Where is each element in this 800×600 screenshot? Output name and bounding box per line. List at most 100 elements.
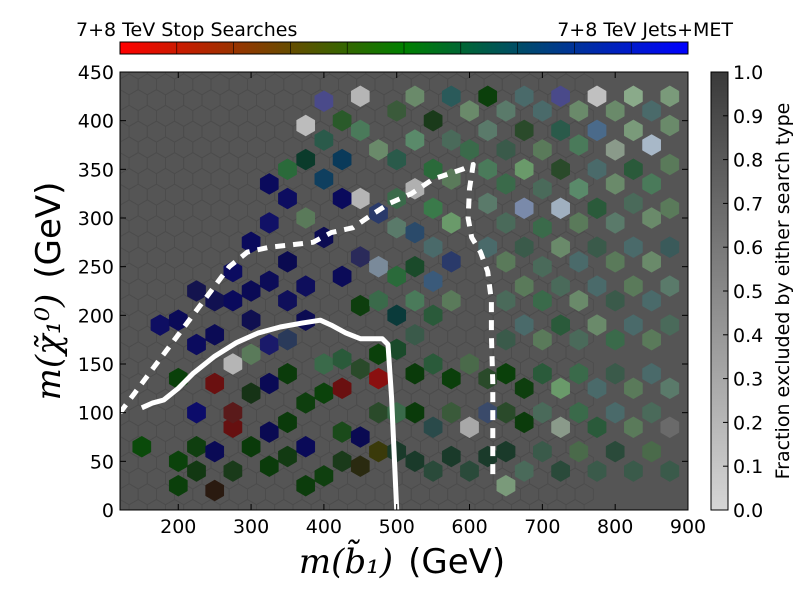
data-hex — [605, 173, 625, 195]
data-hex — [605, 289, 625, 312]
data-hex — [423, 460, 443, 482]
grid-hex — [383, 72, 403, 80]
grid-hex — [237, 72, 257, 80]
grid-hex — [102, 42, 120, 63]
data-hex — [496, 212, 516, 234]
y-tick-label: 450 — [78, 62, 114, 84]
data-hex — [551, 314, 570, 336]
data-hex — [496, 100, 516, 122]
data-hex — [533, 178, 552, 200]
data-hex — [533, 328, 552, 351]
data-hex — [441, 401, 461, 424]
data-hex — [660, 275, 680, 297]
data-hex — [387, 304, 407, 327]
data-hex — [168, 450, 188, 473]
grid-hex — [328, 72, 349, 80]
data-hex — [259, 212, 279, 234]
grid-hex — [102, 137, 120, 158]
y-axis-title: m(χ̃₁⁰) (GeV) — [29, 182, 69, 401]
grid-hex — [93, 184, 111, 205]
data-hex — [332, 109, 352, 132]
data-hex — [259, 173, 279, 195]
data-hex — [642, 289, 661, 312]
grid-hex — [146, 72, 166, 80]
data-hex — [168, 309, 188, 331]
data-hex — [569, 289, 589, 312]
data-hex — [332, 421, 352, 443]
data-hex — [587, 275, 607, 297]
data-hex — [296, 435, 316, 458]
data-hex — [423, 236, 443, 258]
data-hex — [642, 328, 661, 351]
data-hex — [405, 129, 425, 151]
colorbar-title: Fraction excluded by either search type — [772, 103, 794, 480]
data-hex — [460, 139, 479, 161]
data-hex — [423, 353, 443, 375]
data-hex — [551, 197, 570, 220]
data-hex — [624, 416, 643, 439]
data-hex — [441, 212, 461, 234]
y-tick-label: 100 — [78, 403, 114, 425]
data-hex — [296, 148, 316, 171]
grid-hex — [347, 72, 367, 80]
hue-legend-left-label: 7+8 TeV Stop Searches — [76, 19, 297, 41]
grid-hex — [201, 72, 221, 80]
x-axis: 200 300 400 500 600 700 800 900 — [160, 72, 706, 538]
data-hex — [605, 100, 625, 122]
data-hex — [278, 251, 297, 273]
data-hex — [187, 280, 206, 302]
data-hex — [569, 100, 589, 122]
data-hex — [551, 275, 570, 297]
data-hex — [533, 139, 552, 161]
grid-hex — [183, 72, 203, 80]
solid-white-contour — [140, 317, 400, 510]
hue-legend-ticks — [176, 42, 632, 54]
data-hex — [278, 328, 297, 351]
data-hex — [587, 158, 607, 181]
data-hex — [569, 440, 589, 463]
colorbar-tick-label: 0.5 — [733, 281, 763, 303]
data-hex — [587, 314, 607, 336]
y-tick-label: 0 — [102, 500, 114, 522]
data-hex — [278, 362, 297, 385]
plot-area — [93, 42, 689, 511]
y-tick-label: 400 — [78, 111, 114, 133]
data-hex — [587, 197, 607, 220]
data-hex — [496, 139, 516, 161]
grid-hex — [438, 72, 458, 80]
grid-hex — [365, 72, 385, 80]
data-hex — [533, 440, 552, 463]
data-hex — [642, 173, 661, 195]
data-hex — [496, 328, 516, 351]
data-hex — [296, 114, 316, 137]
grid-hex — [102, 232, 120, 253]
data-hex — [278, 289, 297, 312]
data-hex — [642, 100, 661, 122]
data-hex — [569, 362, 589, 385]
data-hex — [241, 435, 261, 458]
grid-hex — [256, 72, 276, 80]
data-hex — [624, 236, 643, 258]
data-hex — [314, 90, 334, 112]
data-hex — [660, 197, 680, 220]
data-hex — [642, 251, 661, 273]
colorbar-ticks: 0.0 0.1 0.2 0.3 0.4 0.5 0.6 0.7 0.8 0.9 1.0 — [723, 62, 763, 522]
data-hex — [514, 377, 534, 400]
y-tick-label: 250 — [78, 257, 114, 279]
data-hex — [660, 153, 680, 176]
x-axis-title-unit: (GeV) — [408, 542, 505, 582]
data-hex — [587, 460, 607, 482]
grid-hex — [219, 72, 239, 80]
data-hex — [205, 324, 225, 346]
x-tick-label: 900 — [670, 516, 706, 538]
y-tick-label: 200 — [78, 305, 114, 327]
data-hex — [241, 382, 261, 404]
data-hex — [605, 212, 625, 234]
y-tick-label: 300 — [78, 208, 114, 230]
data-hex — [533, 362, 552, 385]
data-hex — [605, 440, 625, 463]
data-hex — [223, 401, 243, 424]
colorbar-tick-label: 0.8 — [733, 150, 763, 172]
x-tick-label: 200 — [160, 516, 196, 538]
data-hex — [369, 139, 388, 161]
